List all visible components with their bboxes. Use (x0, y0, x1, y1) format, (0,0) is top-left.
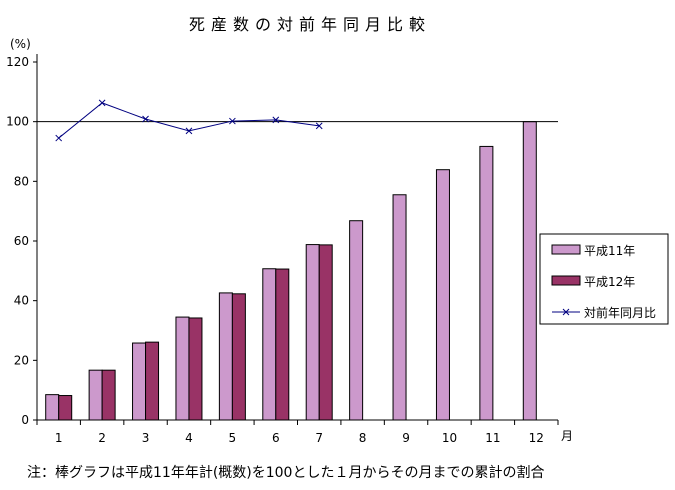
line-point-marker (315, 122, 323, 130)
line-point-marker (98, 99, 106, 107)
bar (349, 220, 364, 421)
line-point-marker (55, 134, 63, 142)
x-tick-label: 4 (185, 431, 193, 445)
footnote: 注：棒グラフは平成11年年計(概数)を100とした１月からその月までの累計の割合 (27, 464, 544, 481)
bar (435, 169, 450, 421)
x-tick-label: 3 (142, 431, 150, 445)
bar (88, 369, 103, 421)
bar (522, 121, 537, 421)
legend-label: 平成11年 (584, 244, 635, 258)
x-tick-label: 12 (529, 431, 544, 445)
y-tick-label: 40 (14, 294, 29, 308)
x-tick-label: 2 (98, 431, 106, 445)
legend-swatch (551, 275, 581, 286)
bar (132, 342, 147, 421)
y-tick-label: 100 (6, 115, 29, 129)
legend-label: 平成12年 (584, 275, 635, 289)
bar (101, 369, 116, 421)
line-point-marker (142, 115, 149, 123)
bar (262, 268, 277, 421)
x-tick-label: 10 (442, 431, 457, 445)
bar (318, 244, 333, 421)
legend-swatch (551, 244, 581, 255)
bar (392, 194, 407, 421)
x-axis-label: 月 (561, 429, 573, 443)
bar (175, 316, 190, 421)
legend-marker (562, 308, 570, 316)
bar (45, 394, 60, 421)
line-series (58, 102, 320, 139)
bar (305, 244, 320, 421)
y-tick-label: 0 (21, 413, 29, 427)
bar (188, 317, 203, 421)
legend-label: 対前年同月比 (584, 305, 656, 320)
y-tick-label: 120 (6, 55, 29, 69)
y-tick-label: 20 (14, 353, 29, 367)
bar (479, 145, 494, 421)
x-tick-label: 5 (229, 431, 237, 445)
bar (218, 292, 233, 421)
line-point-marker (229, 117, 236, 125)
line-point-marker (272, 116, 280, 124)
x-tick-label: 1 (55, 431, 63, 445)
x-tick-label: 8 (359, 431, 367, 445)
y-tick-label: 60 (14, 234, 29, 248)
line-point-marker (185, 127, 193, 135)
bar (58, 395, 73, 421)
x-tick-label: 9 (402, 431, 410, 445)
chart-title: 死産数の対前年同月比較 (189, 15, 431, 34)
y-tick-label: 80 (14, 174, 29, 188)
bar (275, 268, 290, 421)
y-axis-label: (%) (10, 37, 31, 51)
bar (231, 293, 246, 421)
x-tick-label: 6 (272, 431, 280, 445)
x-tick-label: 11 (485, 431, 500, 445)
bar (145, 341, 160, 421)
x-tick-label: 7 (315, 431, 323, 445)
